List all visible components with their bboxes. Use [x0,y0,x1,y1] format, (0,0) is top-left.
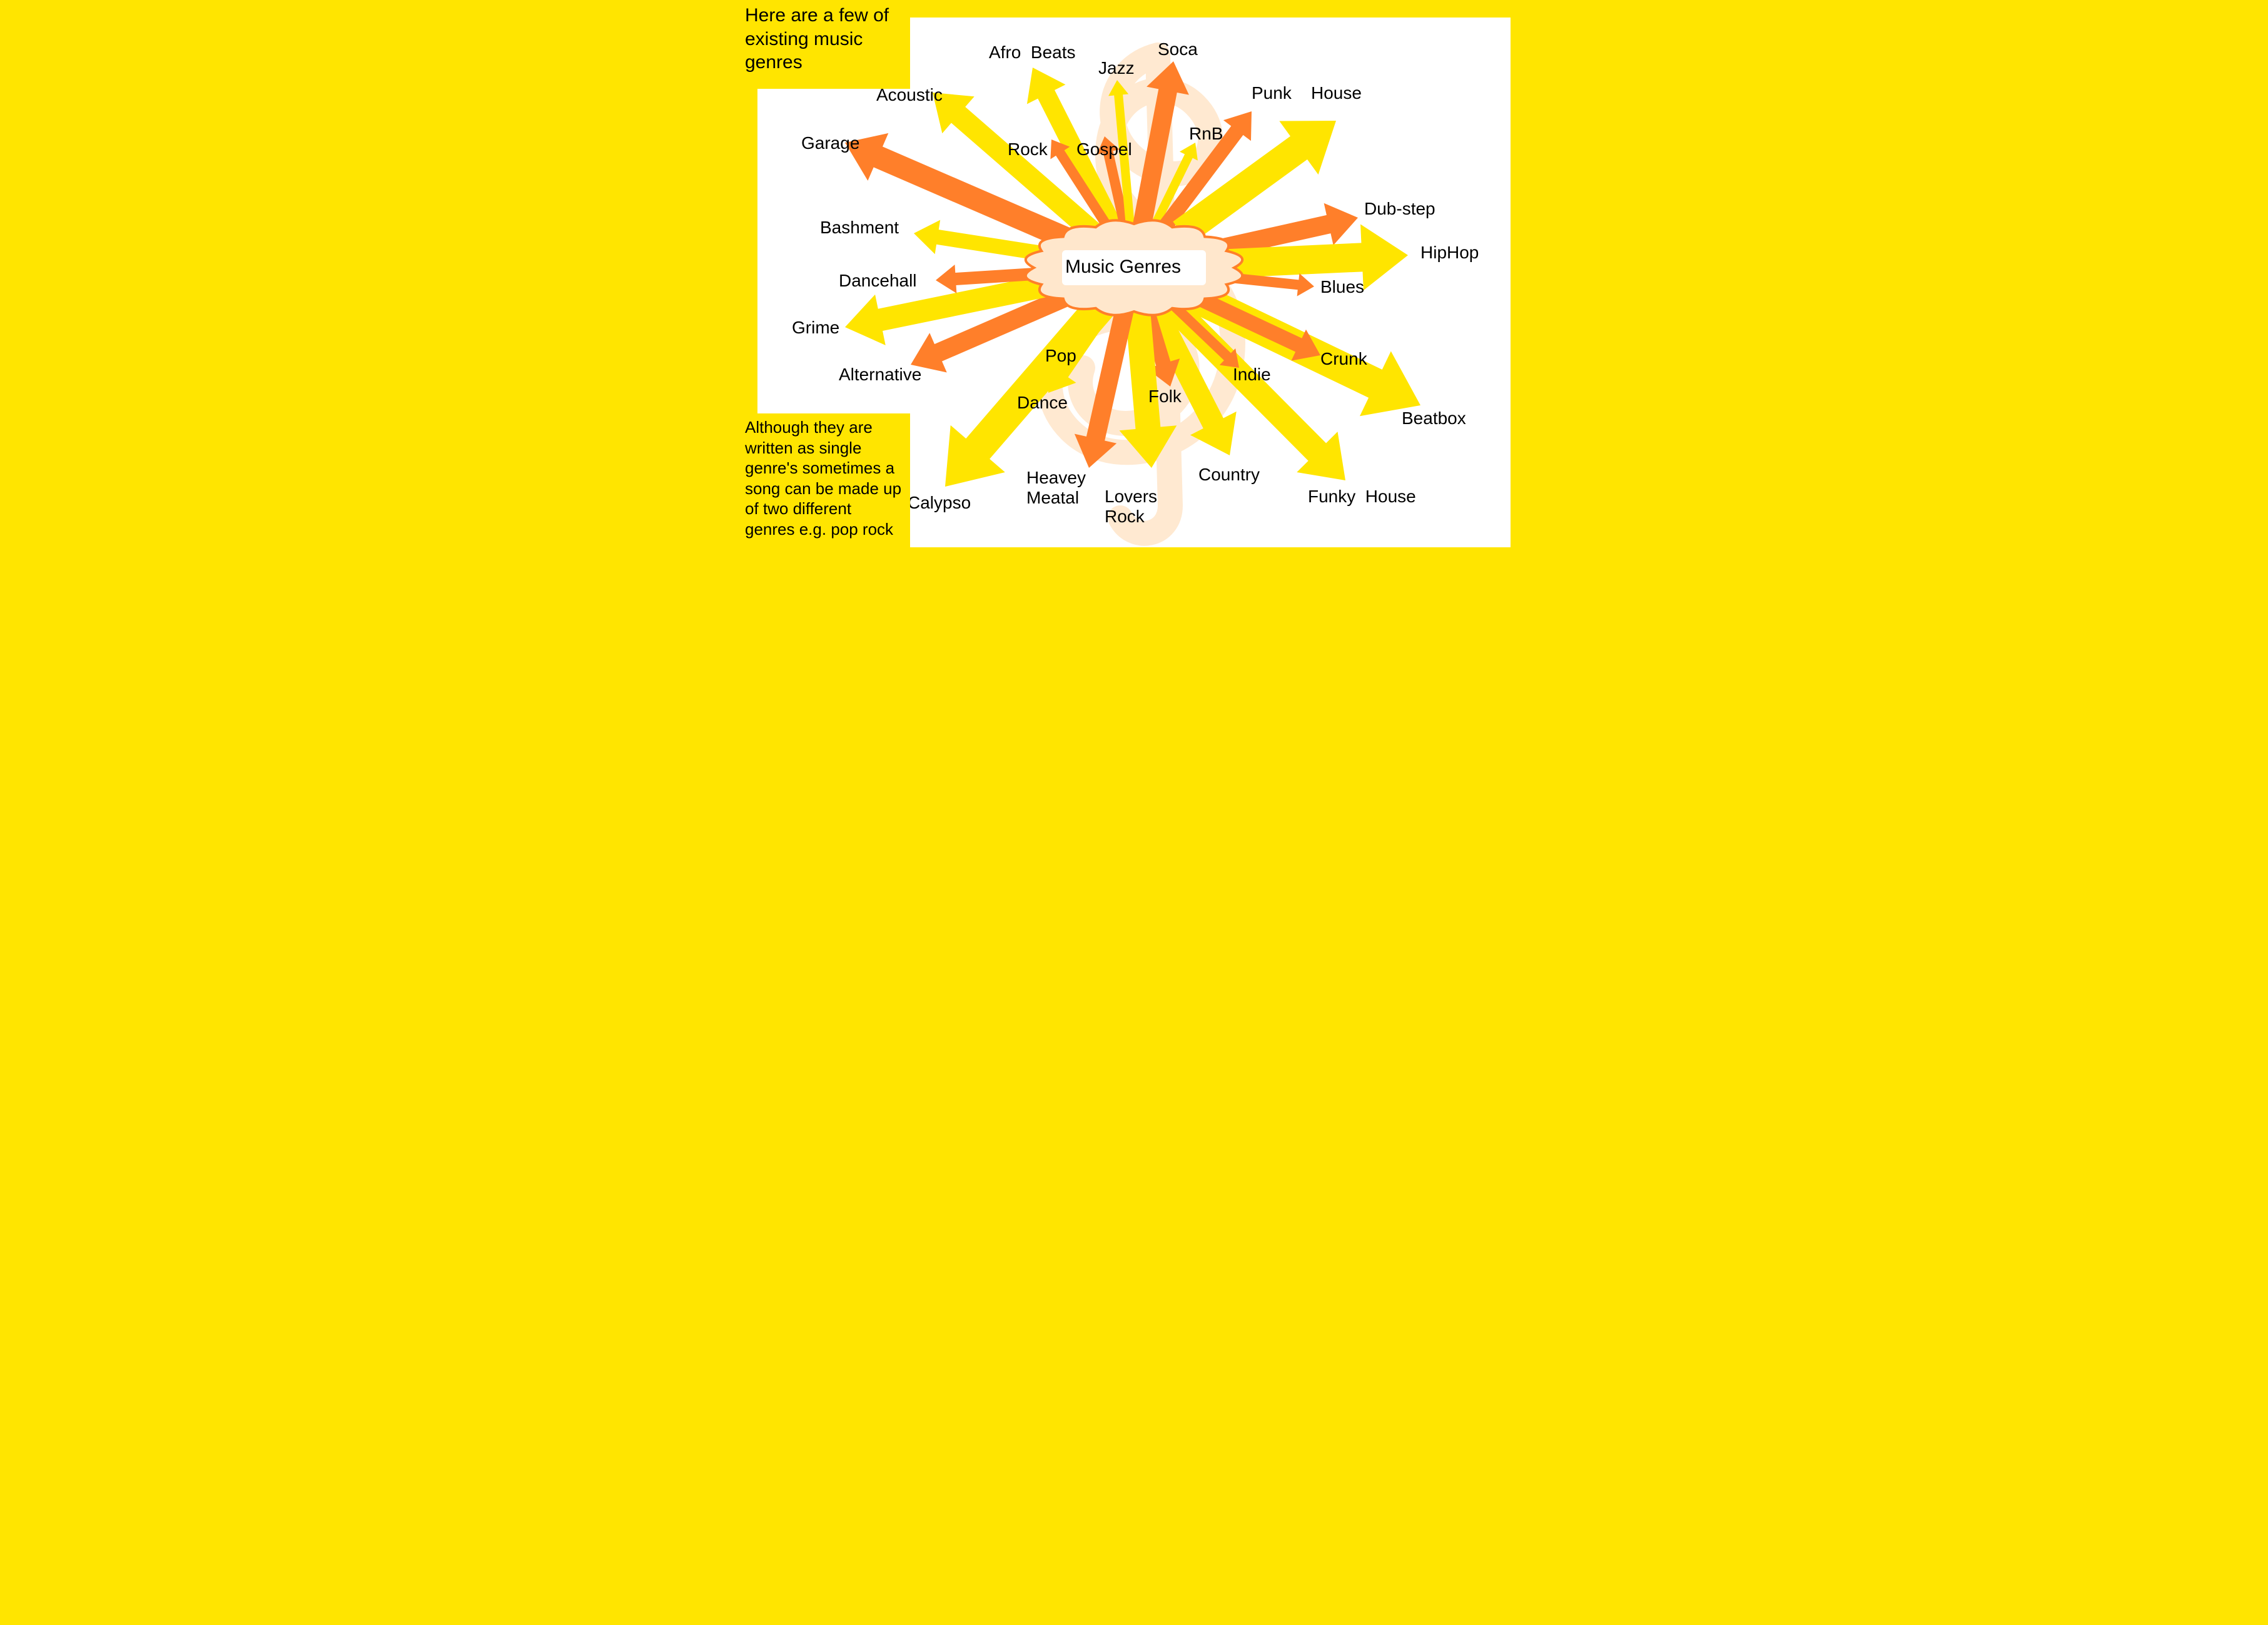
genre-label: HipHop [1420,243,1479,263]
genre-label: Gospel [1076,139,1132,159]
genre-label: Pop [1045,346,1076,366]
genre-label: Blues [1320,277,1364,297]
genre-label: House [1311,83,1362,103]
genre-label: Country [1198,465,1260,485]
note-bottom: Although they are written as single genr… [740,413,910,565]
genre-label: Rock [1008,139,1048,159]
page: Music Genres GarageAcousticAfro BeatsRoc… [740,0,1528,565]
genre-label: Calypso [908,493,971,513]
genre-label: Jazz [1098,58,1135,78]
genre-label: Dancehall [839,271,917,291]
genre-label: Grime [792,318,839,338]
note-top: Here are a few of existing music genres [740,0,910,89]
genre-label: Garage [801,133,859,153]
genre-label: Funky House [1308,487,1416,507]
genre-label: Bashment [820,218,899,238]
genre-label: Indie [1233,365,1271,385]
genre-label: Alternative [839,365,921,385]
genre-label: Lovers Rock [1105,487,1157,527]
genre-label: Beatbox [1402,408,1466,428]
genre-label: Folk [1148,387,1182,407]
genre-label: Dub-step [1364,199,1435,219]
genre-label: Dance [1017,393,1068,413]
center-label: Music Genres [1065,256,1181,278]
genre-label: RnB [1189,124,1223,144]
genre-label: Punk [1252,83,1292,103]
genre-label: Afro Beats [989,43,1076,63]
genre-label: Heavey Meatal [1026,468,1086,508]
genre-label: Crunk [1320,349,1367,369]
genre-label: Soca [1158,39,1198,59]
